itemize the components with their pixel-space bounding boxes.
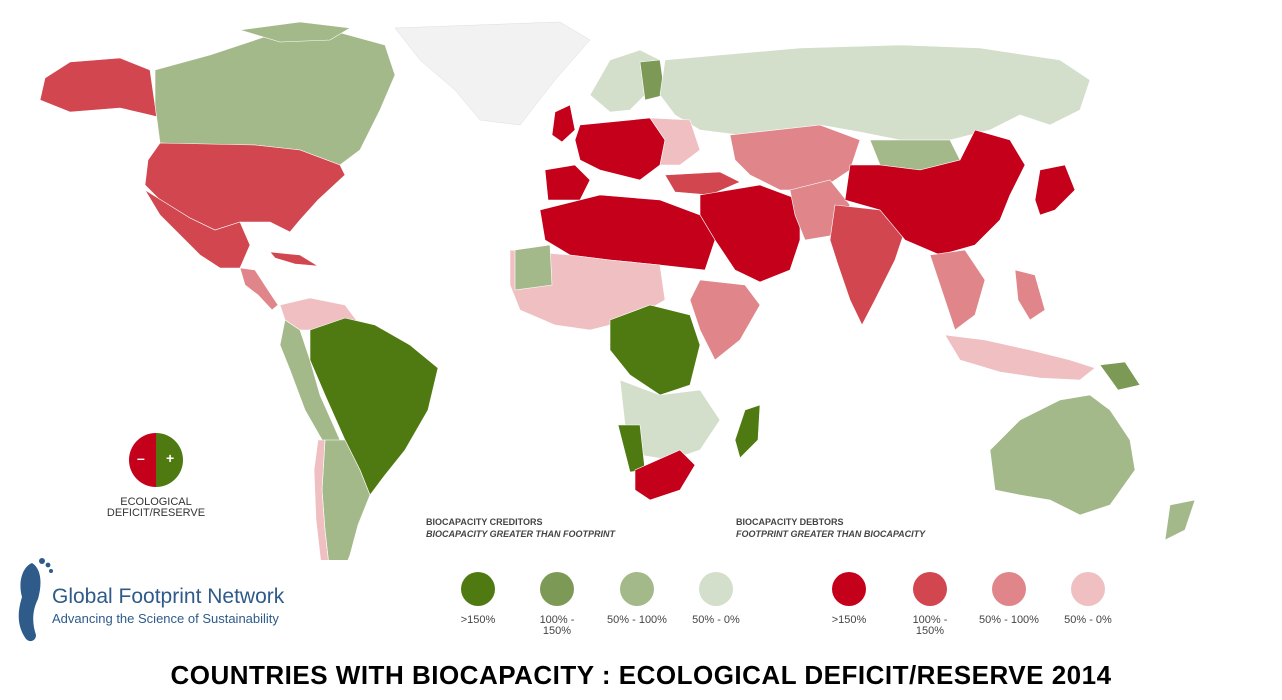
minus-icon: – xyxy=(137,450,145,466)
debtor-swatch-150 xyxy=(832,572,866,606)
region-new-zealand[interactable] xyxy=(1164,499,1196,541)
debtors-heading: BIOCAPACITY DEBTORS FOOTPRINT GREATER TH… xyxy=(736,516,925,540)
creditor-label-50-100: 50% - 100% xyxy=(607,614,667,626)
debtor-label-150: >150% xyxy=(831,614,867,626)
debtor-label-100-150: 100% - 150% xyxy=(912,614,948,637)
region-uk[interactable] xyxy=(551,104,576,143)
region-indonesia[interactable] xyxy=(944,334,1096,381)
region-australia[interactable] xyxy=(989,394,1136,516)
creditors-subtitle: BIOCAPACITY GREATER THAN FOOTPRINT xyxy=(426,529,615,539)
plus-icon: + xyxy=(166,450,175,466)
debtor-label-0-50: 50% - 0% xyxy=(1064,614,1112,626)
region-north-africa[interactable] xyxy=(539,194,716,271)
debtor-swatch-0-50 xyxy=(1071,572,1105,606)
region-chile[interactable] xyxy=(313,439,330,560)
footprint-logo-icon xyxy=(18,558,53,642)
region-madagascar[interactable] xyxy=(734,404,761,459)
region-central-america[interactable] xyxy=(239,267,279,311)
region-philippines[interactable] xyxy=(1014,269,1046,321)
creditor-label-100-150: 100% - 150% xyxy=(539,614,575,637)
region-brazil[interactable] xyxy=(309,317,439,496)
page-title: COUNTRIES WITH BIOCAPACITY : ECOLOGICAL … xyxy=(170,660,1112,690)
region-greenland[interactable] xyxy=(394,21,591,126)
region-central-asia[interactable] xyxy=(729,124,861,191)
region-iberia[interactable] xyxy=(544,164,591,201)
region-namibia[interactable] xyxy=(617,424,646,473)
creditor-swatch-50-100 xyxy=(620,572,654,606)
region-south-africa[interactable] xyxy=(634,449,696,501)
caption-line-2: DEFICIT/RESERVE xyxy=(106,507,206,519)
region-japan[interactable] xyxy=(1034,164,1076,216)
debtors-title: BIOCAPACITY DEBTORS xyxy=(736,517,844,527)
world-map xyxy=(39,21,1196,560)
logo-name: Global Footprint Network xyxy=(52,585,285,608)
region-papua-new-guinea[interactable] xyxy=(1099,361,1141,391)
deficit-reserve-badge: – + xyxy=(129,433,183,487)
region-cuba[interactable] xyxy=(269,251,319,267)
creditors-heading: BIOCAPACITY CREDITORS BIOCAPACITY GREATE… xyxy=(426,516,615,540)
creditors-title: BIOCAPACITY CREDITORS xyxy=(426,517,543,527)
region-western-europe[interactable] xyxy=(574,117,666,181)
region-southeast-asia[interactable] xyxy=(929,249,986,331)
region-china[interactable] xyxy=(844,129,1026,256)
region-middle-east[interactable] xyxy=(699,184,801,283)
region-east-africa[interactable] xyxy=(689,279,761,361)
creditor-label-0-50: 50% - 0% xyxy=(692,614,740,626)
region-central-africa[interactable] xyxy=(609,304,701,396)
region-eastern-europe[interactable] xyxy=(649,117,701,166)
reserve-half xyxy=(156,433,183,487)
debtor-swatch-100-150 xyxy=(913,572,947,606)
creditor-swatch-0-50 xyxy=(699,572,733,606)
region-turkey[interactable] xyxy=(664,171,741,196)
region-alaska[interactable] xyxy=(39,57,171,121)
debtor-label-50-100: 50% - 100% xyxy=(979,614,1039,626)
region-canada-islands[interactable] xyxy=(239,21,351,43)
creditor-swatch-100-150 xyxy=(540,572,574,606)
debtors-subtitle: FOOTPRINT GREATER THAN BIOCAPACITY xyxy=(736,529,926,539)
debtor-swatch-50-100 xyxy=(992,572,1026,606)
creditor-swatch-150 xyxy=(461,572,495,606)
deficit-half xyxy=(129,433,156,487)
logo-tagline: Advancing the Science of Sustainability xyxy=(52,611,279,626)
region-russia[interactable] xyxy=(659,44,1091,141)
caption-line-1: ECOLOGICAL xyxy=(120,496,192,508)
deficit-reserve-caption: ECOLOGICAL DEFICIT/RESERVE xyxy=(96,497,216,519)
region-united-states[interactable] xyxy=(144,142,346,233)
region-sahel-west[interactable] xyxy=(514,244,553,291)
creditor-label-150: >150% xyxy=(460,614,496,626)
